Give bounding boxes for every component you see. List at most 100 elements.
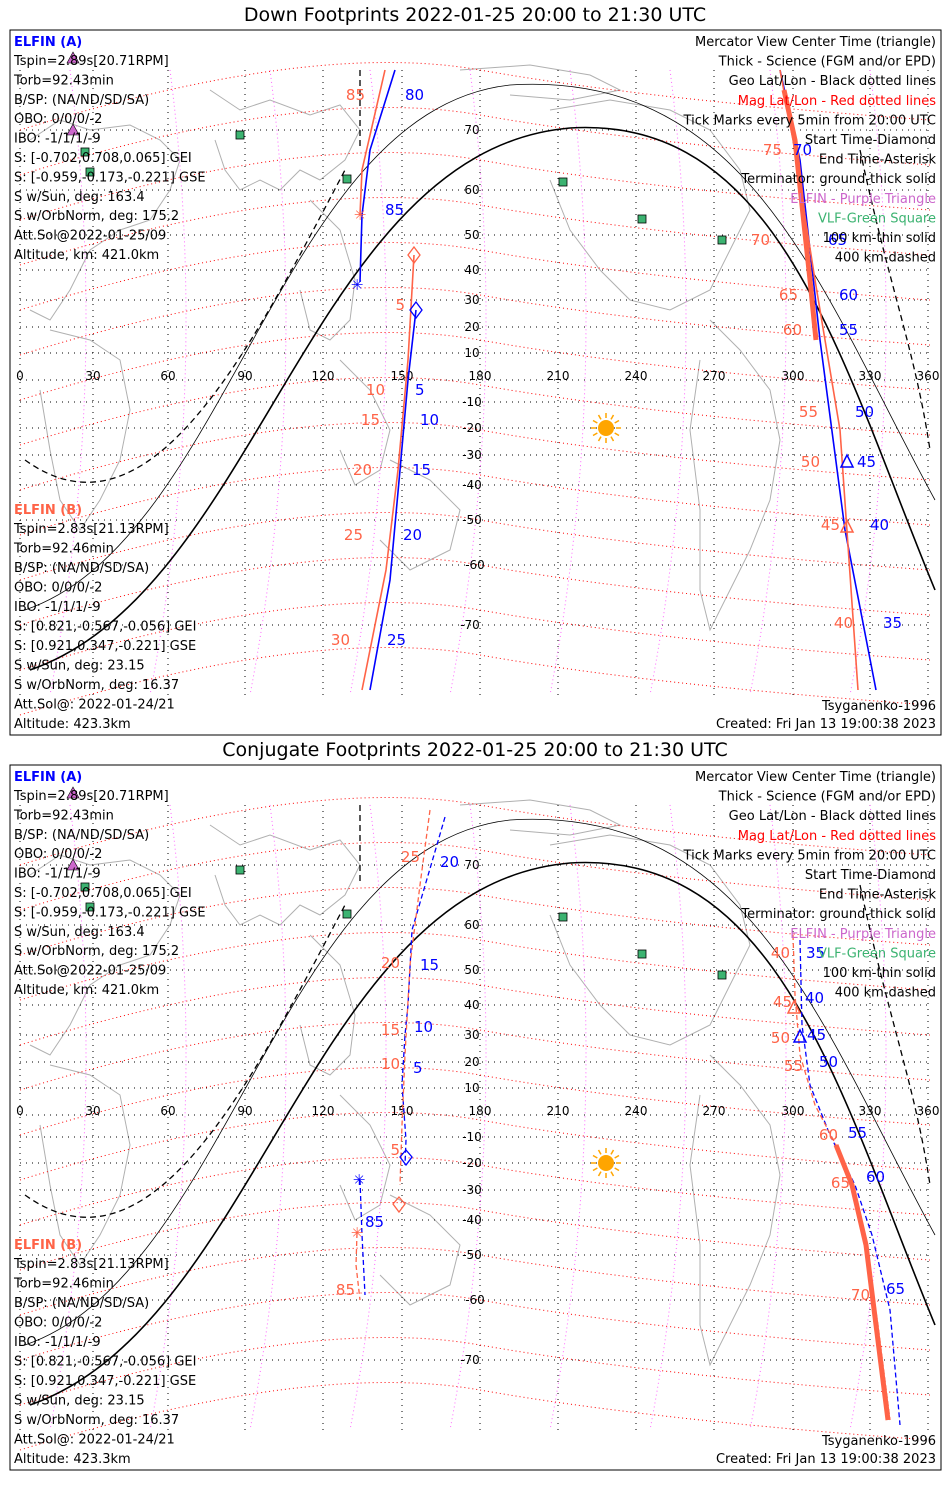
orbit-time-label-a: 50 [855,403,874,421]
lon-tick-label: 210 [547,1104,570,1118]
legend-item: Geo Lat/Lon - Black dotted lines [729,74,937,89]
lon-tick-label: 210 [547,369,570,383]
orbit-time-label-a: 65 [828,231,847,249]
sun-disc [598,1155,614,1171]
lat-tick-label: -70 [460,1353,480,1367]
mag-meridian [49,69,87,696]
vlf-green-square [717,235,727,245]
orbit-time-label-b: 30 [331,631,350,649]
orbit-time-label-b: 40 [771,944,790,962]
elfin-b-track-north [399,809,431,1186]
mag-meridian [149,804,187,1431]
elfin-a-info-line: Att.Sol@2022-01-25/09 [14,964,166,979]
lon-tick-label: 60 [160,1104,175,1118]
elfin-b-info-line: Att.Sol@: 2022-01-24/21 [14,698,175,713]
legend-item: VLF-Green Square [818,946,936,961]
sun-ray [597,1171,602,1177]
vlf-green-square [342,909,352,919]
orbit-time-label-a: 15 [412,461,431,479]
legend-item: Mercator View Center Time (triangle) [695,770,936,785]
lat-tick-label: 30 [464,293,479,307]
elfin-a-info-line: Altitude, km: 421.0km [14,248,159,263]
elfin-b-info-line: Tspin=2.83s[21.13RPM] [13,522,169,537]
vlf-green-square [235,130,245,140]
orbit-time-label-b: 50 [801,453,820,471]
coastline [459,799,622,836]
orbit-time-label-a: 40 [805,989,824,1007]
elfin-a-track-south [359,1179,366,1296]
elfin-b-science-segment [833,1144,891,1421]
lat-tick-label: 20 [464,1055,479,1069]
sun-ray [610,1171,615,1177]
vlf-green-square [80,147,90,157]
elfin-a-info-line: B/SP: (NA/ND/SD/SA) [14,828,149,843]
coastline [39,329,131,531]
lat-tick-label: -60 [465,558,485,572]
orbit-time-label-a: 45 [807,1026,826,1044]
legend-item: Terminator: ground-thick solid [740,907,936,922]
lon-tick-label: 180 [469,369,492,383]
legend-item: Mercator View Center Time (triangle) [695,35,936,50]
elfin-b-header: ELFIN (B) [14,503,82,518]
elfin-b-info-line: S: [0.821,-0.567,-0.056] GEI [14,620,196,635]
orbit-time-label-b: 10 [366,381,385,399]
coastline [209,824,361,926]
lat-tick-label: -10 [462,1130,482,1144]
sun-ray [592,1154,598,1159]
mag-meridian [749,69,787,696]
legend-item: Terminator: ground-thick solid [740,172,936,187]
elfin-a-track-north [401,816,446,1166]
elfin-b-track-south [355,1232,361,1301]
coastline [459,64,622,101]
end-asterisk: ✳ [351,1224,364,1242]
view-center-triangle [792,1028,808,1043]
orbit-time-label-a: 35 [883,614,902,632]
lon-tick-label: 360 [917,1104,940,1118]
mag-meridian [249,69,287,696]
sun-ray [592,432,598,437]
model-name: Tsyganenko-1996 [821,1434,936,1449]
created-timestamp: Created: Fri Jan 13 19:00:38 2023 [716,1452,936,1467]
lon-tick-label: 0 [16,1104,24,1118]
legend-item: Mag Lat/Lon - Red dotted lines [738,94,936,109]
mag-meridian [849,804,887,1431]
orbit-time-label-a: 10 [414,1018,433,1036]
terminator-100km [24,83,936,611]
orbit-time-label-b: 85 [336,1281,355,1299]
elfin-b-info-line: Altitude: 423.3km [14,717,131,732]
lon-tick-label: 30 [85,1104,100,1118]
coastline [689,1054,781,1367]
vlf-green-square [342,174,352,184]
elfin-purple-triangle [66,858,80,871]
end-asterisk: ✳ [351,276,364,294]
mag-meridian [549,804,587,1431]
elfin-b-info-line: Att.Sol@: 2022-01-24/21 [14,1433,175,1448]
elfin-purple-triangle [66,123,80,136]
lon-tick-label: 150 [391,369,414,383]
vlf-green-square [85,902,95,912]
lon-tick-label: 150 [391,1104,414,1118]
created-timestamp: Created: Fri Jan 13 19:00:38 2023 [716,717,936,732]
lat-tick-label: 40 [464,998,479,1012]
orbit-time-label-a: 10 [420,411,439,429]
terminator-400km-east [859,884,931,1186]
elfin-a-info-line: OBO: 0/0/0/-2 [14,112,102,127]
elfin-a-info-line: IBO: -1/1/1/-9 [14,132,101,147]
elfin-b-info-line: Torb=92.46min [13,1277,114,1292]
lon-tick-label: 240 [625,369,648,383]
orbit-time-label-b: 20 [381,954,400,972]
legend-item: 400 km-dashed [835,251,936,266]
sun-ray [592,419,598,424]
elfin-b-info-line: S: [0.921,0.347,-0.221] GSE [14,639,196,654]
legend-item: 400 km-dashed [835,986,936,1001]
orbit-time-label-a: 5 [415,381,425,399]
elfin-a-info-line: S w/Sun, deg: 163.4 [14,925,145,940]
elfin-a-info-line: Tspin=2.89s[20.71RPM] [13,789,169,804]
lon-tick-label: 90 [237,369,252,383]
panel-conjugate: 0 30 60 90 120 150 180 210 240 270 300 330 360 70 60 50… [9,764,942,1471]
elfin-b-info-line: Altitude: 423.3km [14,1452,131,1467]
legend-item: End Time-Asterisk [819,888,937,903]
orbit-time-label-b: 50 [771,1029,790,1047]
elfin-a-info-line: IBO: -1/1/1/-9 [14,867,101,882]
